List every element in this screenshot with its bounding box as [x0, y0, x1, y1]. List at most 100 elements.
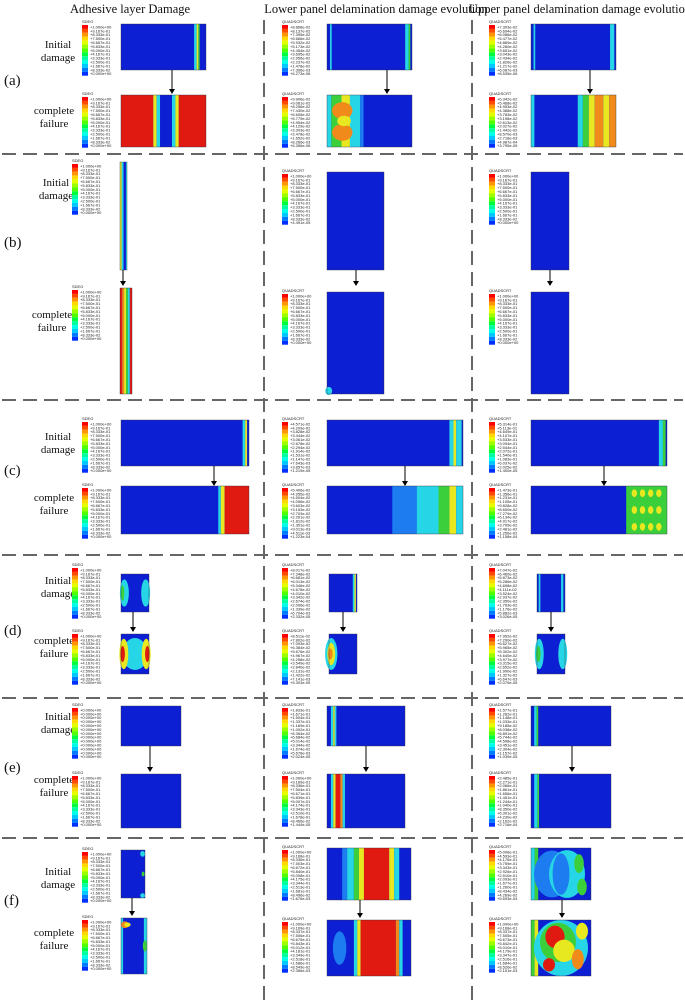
legend-value: +5.833e-01 [497, 193, 518, 198]
legend-swatch [489, 673, 495, 677]
legend-swatch [282, 811, 288, 815]
plate-outline [120, 773, 182, 829]
damage-zone [639, 522, 646, 531]
damage-band [333, 706, 335, 746]
row-label-d: (d) [4, 623, 22, 639]
legend-title: QUADSCRT [489, 482, 512, 487]
legend-value: +1.000e+00 [290, 921, 312, 926]
legend-value: +2.478e-02 [290, 132, 311, 137]
legend-value: +3.795e-05 [497, 143, 518, 148]
legend-swatch [282, 949, 288, 954]
legend-value: +3.343e-01 [290, 807, 311, 812]
legend-value: +0.000e+00 [80, 614, 102, 619]
legend-swatch [489, 336, 495, 341]
legend-value: +1.763e-02 [497, 603, 518, 608]
plate-outline [326, 94, 413, 148]
plate-a-initial-upper [530, 23, 617, 71]
legend-swatch [282, 653, 288, 658]
legend-swatch [82, 64, 88, 68]
legend-title: QUADSCRT [489, 562, 512, 567]
legend-value: +5.833e-01 [497, 313, 518, 318]
legend-value: +7.504e-01 [290, 787, 311, 792]
legend-swatch [72, 595, 78, 600]
legend-f-complete-upper: QUADSCRT+1.000e+00+9.168e-01+8.337e-01+7… [489, 916, 519, 973]
legend-value: +0.000e+00 [90, 534, 112, 539]
arrow-a-upper [587, 70, 593, 94]
legend-swatch [489, 468, 495, 473]
damage-band [531, 920, 535, 976]
legend-value: +6.086e-02 [497, 32, 518, 37]
legend-value: +8.333e-01 [497, 301, 518, 306]
plate-e-complete-lower [326, 773, 406, 829]
legend-value: +7.500e-01 [90, 108, 111, 113]
legend-value: +8.333e-02 [80, 206, 101, 211]
damage-band [127, 288, 130, 394]
legend-value: +1.826e-02 [497, 60, 518, 65]
legend-value: +2.500e-01 [290, 329, 311, 334]
damage-zone [553, 939, 575, 962]
plate-outline [120, 917, 148, 975]
legend-value: +1.262e-01 [497, 711, 518, 716]
legend-swatch [72, 336, 78, 341]
legend-swatch [82, 879, 88, 884]
legend-value: +4.175e-01 [290, 877, 311, 882]
legend-value: +1.667e-01 [497, 212, 518, 217]
legend-value: +8.535e-06 [497, 71, 518, 76]
legend-value: +7.500e-01 [90, 499, 111, 504]
legend-swatch [489, 968, 495, 973]
damage-band [242, 420, 246, 466]
plate-e-initial-upper [530, 705, 612, 747]
damage-zone [124, 922, 131, 927]
legend-swatch [282, 301, 288, 306]
legend-value: +9.167e-01 [90, 855, 111, 860]
legend-swatch [82, 955, 88, 959]
legend-swatch [282, 507, 288, 512]
legend-swatch [489, 861, 495, 866]
legend-value: +6.460e-02 [497, 571, 518, 576]
legend-swatch [72, 791, 78, 796]
damage-band [449, 486, 457, 534]
damage-band [196, 24, 199, 70]
legend-value: +4.167e-01 [497, 321, 518, 326]
damage-band [363, 848, 390, 900]
legend-swatch [489, 614, 495, 619]
legend-value: +9.013e-03 [290, 526, 311, 531]
arrow-c-upper [601, 466, 607, 486]
legend-swatch [489, 534, 495, 539]
legend-swatch [489, 787, 495, 792]
plate-background [121, 420, 249, 466]
legend-swatch [282, 523, 288, 527]
legend-swatch [282, 100, 288, 105]
legend-value: +1.652e-02 [290, 135, 311, 140]
legend-swatch [82, 867, 88, 872]
legend-swatch [489, 523, 495, 527]
legend-swatch [282, 599, 288, 604]
legend-swatch [489, 953, 495, 958]
legend-swatch [72, 637, 78, 642]
legend-value: +4.269e-02 [497, 892, 518, 897]
legend-swatch [82, 855, 88, 860]
damage-band [531, 95, 535, 147]
legend-swatch [72, 795, 78, 800]
legend-value: +1.667e-01 [90, 890, 111, 895]
legend-value: +4.167e-01 [90, 879, 111, 884]
plate-outline [120, 419, 250, 467]
legend-value: +4.167e-01 [90, 52, 111, 57]
legend-swatch [72, 614, 78, 619]
arrow-head [353, 281, 359, 286]
legend-value: +3.343e-01 [497, 865, 518, 870]
legend-value: +9.167e-01 [90, 100, 111, 105]
complete-label-c: complete [34, 492, 74, 504]
legend-d-initial-adhesive: SDEG+1.000e+00+9.167e-01+8.333e-01+7.500… [72, 562, 102, 619]
legend-swatch [72, 653, 78, 658]
legend-swatch [489, 708, 495, 712]
legend-swatch [489, 317, 495, 322]
arrow-head [601, 481, 607, 486]
legend-swatch [282, 822, 288, 827]
damage-band [342, 848, 348, 900]
legend-swatch [282, 453, 288, 458]
legend-value: +2.926e-01 [497, 869, 518, 874]
legend-swatch [82, 36, 88, 41]
legend-value: +1.000e+00 [497, 293, 519, 298]
